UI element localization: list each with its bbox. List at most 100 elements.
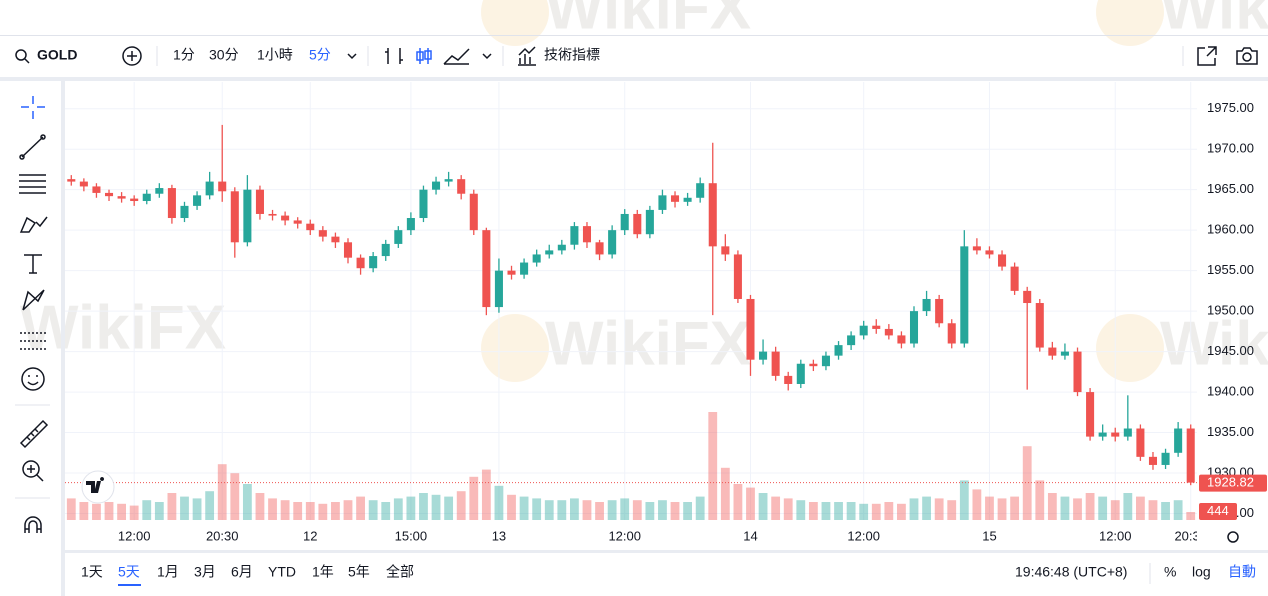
zoom-tool[interactable]	[22, 460, 40, 478]
emoji-tool[interactable]	[21, 367, 45, 391]
trend-line-tool[interactable]	[21, 136, 44, 158]
interval[interactable]: 5分	[309, 47, 331, 63]
symbol[interactable]: GOLD	[37, 47, 77, 63]
range[interactable]: 5年	[348, 564, 370, 580]
range[interactable]: 1月	[157, 564, 179, 580]
percent-toggle[interactable]: %	[1164, 564, 1176, 580]
volume-bar	[1022, 446, 1032, 520]
volume-bar	[708, 412, 718, 520]
range[interactable]: 1年	[312, 564, 334, 580]
candle-body	[1048, 347, 1057, 356]
volume-bar	[922, 496, 931, 520]
y-tick-label: 1950.00	[1207, 303, 1254, 318]
range[interactable]: 1天	[81, 564, 103, 580]
x-tick-label: 13	[492, 528, 506, 543]
fib-tool[interactable]	[19, 174, 46, 194]
candle-body	[1010, 266, 1019, 291]
indicators-icon[interactable]	[518, 46, 536, 66]
indicators[interactable]: 技術指標	[544, 47, 600, 63]
prediction-tool[interactable]	[20, 332, 46, 350]
candle-body	[645, 209, 654, 235]
volume-bar	[544, 500, 554, 520]
candle-body	[167, 188, 176, 219]
candle-body	[1023, 290, 1032, 304]
range[interactable]: 5天	[118, 564, 140, 580]
candle-body	[998, 254, 1007, 267]
range[interactable]: YTD	[268, 564, 296, 580]
auto-toggle[interactable]: 自動	[1228, 564, 1256, 580]
candle-body	[494, 270, 503, 308]
candle-body	[859, 325, 868, 336]
volume-bar	[670, 502, 680, 520]
add-button[interactable]	[122, 46, 142, 66]
volume-bar	[909, 498, 919, 520]
range-bar: 1天 5天 1月 3月 6月 YTD 1年 5年 全部 19:46:48 (UT…	[81, 563, 1256, 584]
candle-body	[432, 181, 441, 190]
range[interactable]: 全部	[386, 564, 414, 580]
candle-body	[1035, 303, 1044, 348]
candle-body	[1136, 428, 1145, 457]
x-tick-label: 12:00	[608, 528, 641, 543]
ruler-tool[interactable]	[19, 419, 49, 449]
volume-bar	[356, 496, 365, 520]
volume-bar	[318, 503, 328, 520]
chevron[interactable]	[482, 53, 492, 60]
watermark: WikiFX	[1160, 0, 1268, 42]
watermark: WikiFX	[545, 309, 751, 378]
candle-body	[130, 198, 139, 202]
volume-bar	[192, 498, 202, 520]
candle-body	[193, 195, 202, 206]
range[interactable]: 6月	[231, 564, 253, 580]
candle-body	[482, 230, 491, 308]
chevron[interactable]	[347, 53, 357, 60]
volume-bar	[142, 500, 152, 520]
volume-bar	[532, 498, 542, 520]
crosshair-tool[interactable]	[21, 96, 45, 119]
magnet-tool[interactable]	[24, 516, 42, 533]
volume-bar	[821, 502, 831, 520]
text-tool[interactable]	[24, 254, 42, 274]
interval[interactable]: 1小時	[257, 47, 293, 63]
pattern-tool[interactable]	[22, 289, 45, 311]
camera-icon[interactable]	[1236, 47, 1258, 65]
candle-body	[557, 244, 566, 251]
volume-bar	[632, 500, 642, 520]
candle-body	[268, 213, 277, 216]
volume-bar	[469, 476, 479, 520]
interval[interactable]: 1分	[173, 47, 195, 63]
volume-bar	[846, 502, 856, 520]
candle-body	[79, 181, 88, 187]
volume-bar	[230, 473, 240, 520]
share-icon[interactable]	[1197, 46, 1217, 66]
candle-body	[670, 195, 680, 202]
candle-body	[306, 223, 315, 231]
bars-icon[interactable]	[385, 48, 403, 64]
toolbar-border	[0, 77, 1268, 81]
x-tick-label: 12	[303, 528, 317, 543]
range[interactable]: 3月	[194, 564, 216, 580]
y-tick-label: 1955.00	[1207, 262, 1254, 277]
candle-body	[1073, 351, 1082, 393]
volume-bar	[1035, 480, 1045, 520]
candle-body	[972, 246, 981, 251]
volume-bar	[381, 502, 391, 520]
volume-bar	[393, 498, 403, 520]
chart: 1925.001930.001935.001940.001945.001950.…	[65, 82, 1267, 543]
active-underline	[118, 584, 141, 586]
add-plus	[127, 51, 137, 61]
x-tick-label: 12:00	[847, 528, 880, 543]
x-tick-label: 12:00	[1099, 528, 1132, 543]
log-toggle[interactable]: log	[1192, 564, 1211, 580]
search-icon[interactable]	[15, 49, 27, 61]
clock: 19:46:48 (UTC+8)	[1015, 564, 1127, 580]
volume-bar	[1148, 500, 1158, 520]
interval[interactable]: 30分	[209, 47, 239, 63]
brush-tool[interactable]	[19, 216, 48, 233]
watermark-logo	[481, 314, 549, 382]
candle-body	[683, 197, 692, 202]
volume-bar	[117, 503, 127, 520]
area-icon[interactable]	[443, 48, 470, 65]
candle-body	[884, 328, 893, 336]
volume-bar	[444, 496, 454, 520]
x-tick-label: 20:30	[1174, 528, 1207, 543]
